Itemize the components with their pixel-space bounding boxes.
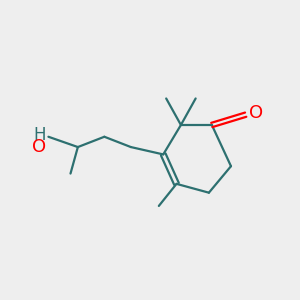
Text: O: O bbox=[249, 104, 263, 122]
Text: O: O bbox=[32, 138, 46, 156]
Text: H: H bbox=[34, 126, 46, 144]
